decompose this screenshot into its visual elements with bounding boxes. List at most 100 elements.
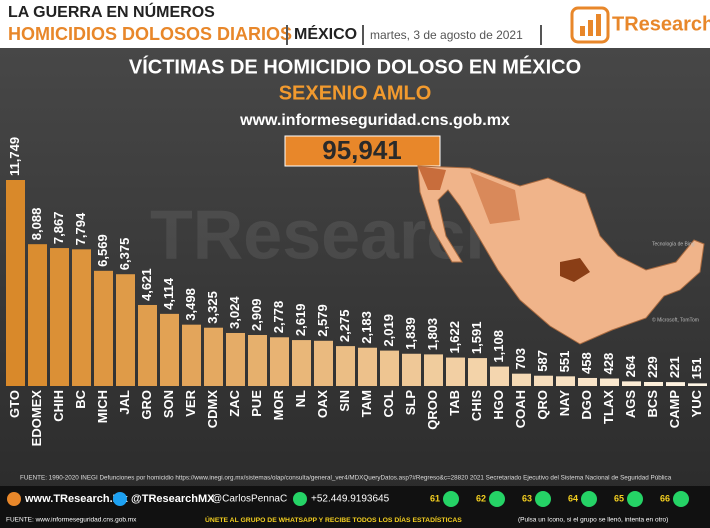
bar	[292, 340, 311, 386]
group-number: 64	[568, 493, 578, 503]
value-label: 2,619	[293, 304, 308, 337]
category-label: DGO	[579, 390, 594, 420]
logo-frame	[570, 6, 610, 44]
footer-cta: ÚNETE AL GRUPO DE WHATSAPP Y RECIBE TODO…	[205, 515, 462, 524]
category-label: AGS	[623, 390, 638, 419]
category-label: NL	[293, 390, 308, 407]
category-label: HGO	[491, 390, 506, 420]
footer-data-source: FUENTE: www.informeseguridad.cns.gob.mx	[6, 517, 137, 524]
bar	[380, 350, 399, 386]
map-credit: Tecnología de Bing	[652, 241, 695, 247]
category-label: QROO	[425, 390, 440, 430]
category-label: PUE	[249, 390, 264, 417]
web-icon	[7, 492, 21, 506]
value-label: 587	[535, 350, 550, 372]
bar	[534, 375, 553, 386]
value-label: 2,909	[249, 298, 264, 331]
total: 95,941	[322, 135, 402, 165]
value-label: 703	[513, 348, 528, 370]
category-label: QRO	[535, 390, 550, 420]
value-label: 8,088	[29, 208, 44, 241]
category-label: JAL	[117, 390, 132, 415]
bar	[204, 327, 223, 386]
category-label: TLAX	[601, 390, 616, 424]
bar	[226, 332, 245, 386]
value-label: 1,591	[469, 322, 484, 355]
value-label: 551	[557, 351, 572, 373]
whatsapp-button[interactable]	[627, 491, 643, 507]
category-label: CDMX	[205, 390, 220, 429]
value-label: 2,579	[315, 304, 330, 337]
value-label: 3,498	[183, 288, 198, 321]
map-credit: © Microsoft, TomTom	[652, 316, 699, 323]
whatsapp-button[interactable]	[443, 491, 459, 507]
footer-author: @CarlosPennaC	[212, 494, 287, 505]
value-label: 229	[645, 356, 660, 378]
bar	[314, 340, 333, 386]
category-label: ZAC	[227, 389, 242, 416]
map-region	[418, 166, 446, 190]
category-label: COL	[381, 390, 396, 418]
category-label: CHIH	[51, 390, 66, 422]
value-label: 1,108	[491, 330, 506, 363]
category-label: OAX	[315, 390, 330, 419]
bar	[72, 249, 91, 386]
brand: TResearch	[612, 13, 710, 35]
bar	[248, 334, 267, 386]
group-number: 61	[430, 493, 440, 503]
bar	[556, 376, 575, 386]
value-label: 428	[601, 353, 616, 375]
category-label: YUC	[689, 389, 704, 417]
bar	[358, 347, 377, 386]
separator	[286, 25, 288, 45]
group-number: 66	[660, 493, 670, 503]
phone-icon	[293, 492, 307, 506]
bar	[490, 366, 509, 386]
category-label: TAM	[359, 390, 374, 417]
value-label: 1,839	[403, 317, 418, 350]
value-label: 264	[623, 355, 638, 377]
category-label: SLP	[403, 390, 418, 416]
category-label: MOR	[271, 389, 286, 420]
category-label: SIN	[337, 390, 352, 412]
category-label: NAY	[557, 390, 572, 417]
whatsapp-button[interactable]	[535, 491, 551, 507]
bar	[446, 357, 465, 386]
value-label: 2,275	[337, 310, 352, 343]
source-url: www.informeseguridad.cns.gob.mx	[239, 112, 510, 129]
value-label: 4,621	[139, 268, 154, 301]
bar	[6, 180, 25, 386]
category-label: BCS	[645, 390, 660, 418]
footer-twitter[interactable]: @TResearchMX	[131, 493, 215, 505]
logo-bar	[580, 26, 585, 36]
footer-cta-note: (Pulsa un ícono, si el grupo se llenó, i…	[518, 517, 668, 524]
map-region	[470, 172, 520, 224]
group-number: 62	[476, 493, 486, 503]
whatsapp-button[interactable]	[673, 491, 689, 507]
logo-bar	[588, 20, 593, 36]
value-label: 7,794	[73, 212, 88, 245]
separator	[540, 25, 542, 45]
chart-title: VÍCTIMAS DE HOMICIDIO DOLOSO EN MÉXICO	[129, 55, 581, 78]
topic: HOMICIDIOS DOLOSOS DIARIOS	[8, 24, 292, 44]
whatsapp-button[interactable]	[489, 491, 505, 507]
value-label: 2,778	[271, 301, 286, 334]
group-number: 63	[522, 493, 532, 503]
value-label: 1,622	[447, 321, 462, 354]
bar	[600, 378, 619, 386]
category-label: EDOMEX	[29, 390, 44, 447]
footer-phone: +52.449.9193645	[311, 494, 390, 505]
whatsapp-button[interactable]	[581, 491, 597, 507]
category-label: CAMP	[667, 390, 682, 429]
value-label: 2,183	[359, 311, 374, 344]
value-label: 151	[689, 358, 704, 380]
bar	[402, 353, 421, 386]
footer-web[interactable]: www.TResearch.Mx	[24, 493, 129, 505]
country: MÉXICO	[294, 24, 357, 43]
bar	[666, 382, 685, 386]
value-label: 3,024	[227, 296, 242, 329]
chart-subtitle: SEXENIO AMLO	[279, 82, 432, 104]
value-label: 458	[579, 352, 594, 374]
category-label: BC	[73, 389, 88, 408]
